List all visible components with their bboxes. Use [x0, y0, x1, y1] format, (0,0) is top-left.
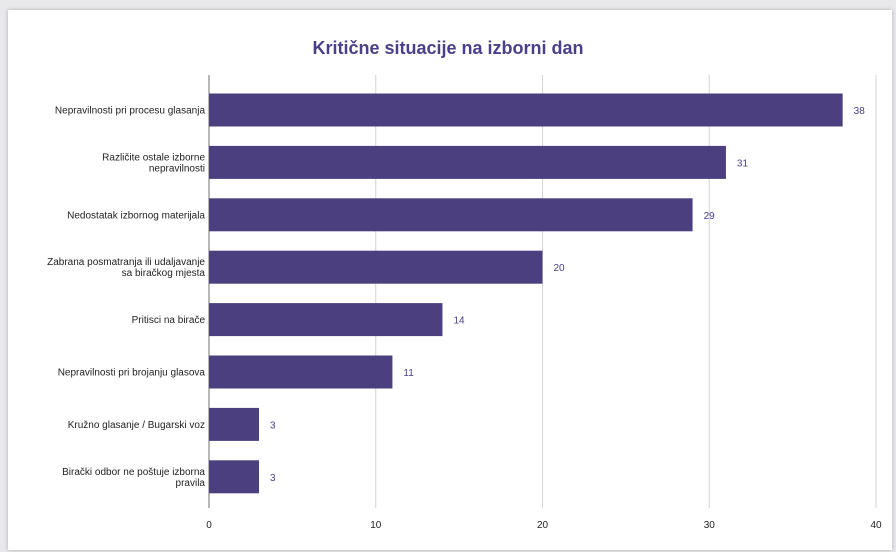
labels: 0 10 20 30 40 38 Nepravilnosti pri procesu gla…: [47, 106, 882, 532]
category-label: Nedostatak izbornog materijala: [67, 210, 205, 221]
bar: [209, 145, 726, 179]
data-label: 31: [737, 158, 749, 169]
data-label: 14: [453, 316, 465, 327]
bar: [209, 407, 260, 441]
bar: [209, 198, 693, 232]
category-label: Kružno glasanje / Bugarski voz: [68, 420, 205, 431]
category-label: Različite ostale izborne nepravilnosti: [102, 152, 205, 174]
x-tick-label: 0: [206, 520, 212, 531]
category-label: Nepravilnosti pri brojanju glasova: [58, 368, 206, 379]
category-label: Pritisci na birače: [132, 315, 206, 326]
data-label: 3: [270, 420, 276, 431]
bars: [209, 93, 843, 494]
chart-title: Kritične situacije na izborni dan: [312, 38, 584, 58]
x-tick-label: 10: [370, 520, 382, 531]
x-tick-label: 20: [537, 520, 549, 531]
category-label: Nepravilnosti pri procesu glasanja: [55, 106, 206, 117]
grid-lines: [208, 75, 877, 508]
data-label: 38: [854, 106, 866, 117]
data-label: 20: [554, 263, 566, 274]
category-label: Zabrana posmatranja ili udaljavanje sa bi…: [47, 257, 205, 279]
bar: [209, 93, 843, 127]
data-label: 29: [704, 211, 716, 222]
bar: [209, 250, 543, 284]
bar: [209, 303, 443, 337]
data-label: 3: [270, 473, 276, 484]
x-tick-label: 30: [704, 520, 716, 531]
x-tick-label: 40: [870, 520, 882, 531]
bar: [209, 460, 260, 494]
bar: [209, 355, 393, 389]
data-label: 11: [403, 368, 414, 379]
category-label: Birački odbor ne poštuje izborna pravila: [62, 467, 205, 489]
